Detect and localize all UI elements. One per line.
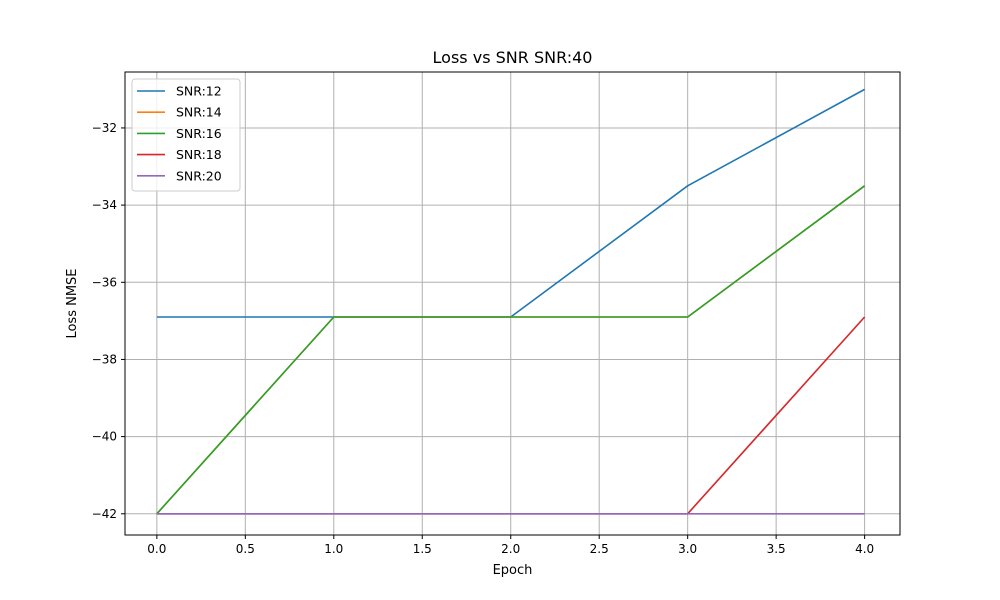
x-axis-ticks: 0.0 0.5 1.0 1.5 2.0 2.5 3.0 3.5 4.0 bbox=[147, 535, 874, 556]
y-axis-label: Loss NMSE bbox=[65, 268, 80, 338]
series-layer bbox=[156, 88, 866, 515]
x-tick-label: 1.0 bbox=[324, 542, 343, 556]
x-tick-label: 3.0 bbox=[678, 542, 697, 556]
x-tick-label: 4.0 bbox=[855, 542, 874, 556]
legend-label: SNR:20 bbox=[176, 168, 222, 183]
x-tick-label: 0.5 bbox=[236, 542, 255, 556]
x-axis-label: Epoch bbox=[493, 563, 533, 578]
y-tick-label: −36 bbox=[92, 275, 117, 289]
y-tick-label: −38 bbox=[92, 352, 117, 366]
x-tick-label: 2.5 bbox=[590, 542, 609, 556]
legend: SNR:12 SNR:14 SNR:16 SNR:18 SNR:20 bbox=[131, 78, 241, 192]
legend-label: SNR:12 bbox=[176, 84, 222, 99]
y-tick-label: −40 bbox=[92, 430, 117, 444]
legend-label: SNR:16 bbox=[176, 126, 222, 141]
plot-area-background bbox=[125, 72, 900, 535]
x-tick-label: 0.0 bbox=[147, 542, 166, 556]
y-tick-label: −42 bbox=[92, 507, 117, 521]
legend-label: SNR:18 bbox=[176, 147, 222, 162]
y-axis-ticks: −42 −40 −38 −36 −34 −32 bbox=[92, 121, 125, 521]
chart-title: Loss vs SNR SNR:40 bbox=[433, 48, 593, 67]
legend-label: SNR:14 bbox=[176, 105, 222, 120]
series-line-snr-16 bbox=[156, 185, 866, 515]
legend-box bbox=[131, 78, 241, 192]
x-tick-label: 3.5 bbox=[767, 542, 786, 556]
y-tick-label: −34 bbox=[92, 198, 117, 212]
x-tick-label: 1.5 bbox=[413, 542, 432, 556]
y-tick-label: −32 bbox=[92, 121, 117, 135]
plot-frame bbox=[124, 71, 901, 536]
x-tick-label: 2.0 bbox=[501, 542, 520, 556]
